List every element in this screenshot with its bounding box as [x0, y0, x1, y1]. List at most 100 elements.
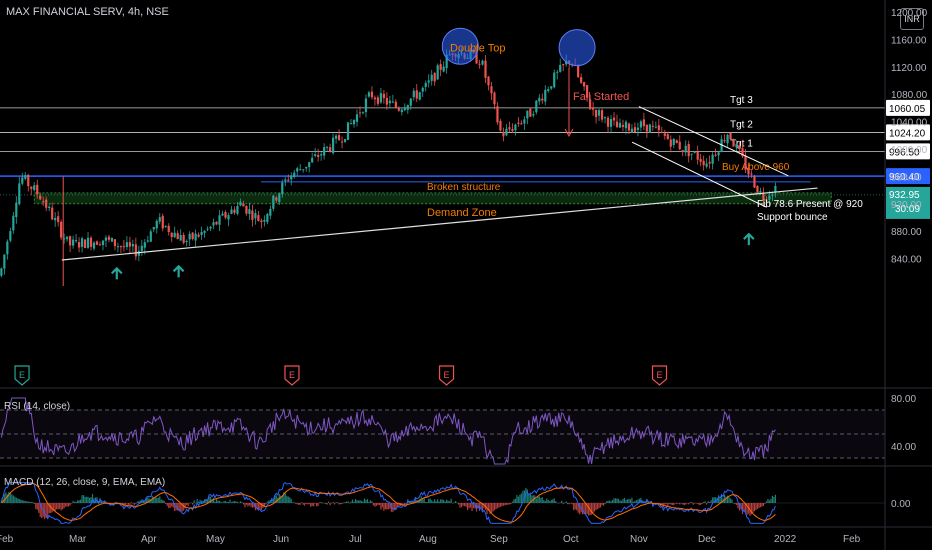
candle-body [179, 235, 182, 241]
macd-hist-bar [383, 503, 385, 511]
macd-hist-bar [743, 503, 745, 512]
candle-body [427, 80, 430, 83]
candle-body [693, 151, 696, 153]
macd-hist-bar [396, 503, 398, 507]
x-tick-label: 2022 [774, 534, 797, 545]
candle-body [774, 185, 777, 193]
candle-body [433, 72, 436, 82]
macd-hist-bar [322, 503, 324, 504]
macd-hist-bar [720, 495, 723, 503]
macd-hist-bar [218, 500, 221, 503]
macd-hist-bar [667, 503, 669, 508]
macd-hist-bar [413, 501, 415, 503]
macd-hist-bar [54, 503, 56, 512]
y-tick-label: 1080.00 [891, 90, 928, 101]
candle-body [209, 226, 212, 229]
macd-hist-bar [634, 500, 636, 503]
macd-hist-bar [289, 497, 291, 503]
candle-body [80, 238, 84, 247]
macd-hist-bar [230, 502, 233, 503]
macd-hist-bar [540, 498, 542, 503]
candle-body [340, 141, 344, 143]
macd-hist-bar [443, 499, 445, 503]
fall-started-label: Fall Started [573, 91, 629, 103]
macd-hist-bar [220, 501, 222, 503]
macd-hist-bar [611, 500, 614, 503]
macd-hist-bar [483, 503, 485, 509]
macd-hist-bar [525, 487, 527, 503]
macd-hist-bar [680, 503, 682, 504]
currency-button[interactable]: INR [900, 8, 924, 30]
macd-hist-bar [556, 502, 558, 504]
candle-body [206, 228, 209, 230]
macd-hist-bar [765, 501, 768, 503]
macd-hist-bar [8, 492, 10, 503]
macd-hist-bar [371, 501, 373, 503]
macd-hist-bar [582, 503, 584, 515]
macd-hist-bar [691, 501, 693, 503]
macd-hist-bar [181, 503, 183, 512]
up-arrow-icon [172, 264, 185, 278]
level-label: Tgt 1 [730, 138, 753, 149]
demand-zone-rect [33, 192, 832, 205]
countdown-label: 30:09 [895, 204, 920, 215]
candle-body [699, 159, 702, 162]
macd-hist-bar [414, 498, 416, 503]
macd-hist-bar [492, 503, 494, 512]
candle-body [203, 230, 206, 233]
macd-hist-bar [50, 503, 52, 514]
candle-body [361, 112, 365, 114]
macd-hist-bar [38, 503, 40, 513]
candle-body [12, 215, 15, 231]
macd-hist-bar [555, 501, 557, 503]
candle-body [654, 126, 657, 128]
candle-body [364, 98, 368, 113]
macd-hist-bar [507, 503, 509, 505]
macd-hist-bar [446, 499, 448, 503]
x-tick-label: May [206, 534, 225, 545]
macd-hist-bar [35, 503, 37, 509]
macd-hist-bar [389, 503, 391, 509]
candle-body [744, 155, 747, 170]
earnings-icon [651, 365, 668, 386]
macd-hist-bar [770, 498, 772, 503]
macd-hist-bar [456, 502, 458, 504]
candle-body [529, 108, 532, 117]
candle-body [547, 89, 550, 91]
macd-hist-bar [330, 503, 333, 504]
candle-body [397, 107, 400, 111]
demand-zone-label: Demand Zone [427, 207, 497, 219]
macd-hist-bar [156, 497, 158, 503]
macd-hist-bar [208, 495, 210, 503]
macd-hist-bar [256, 503, 258, 510]
candle-body [379, 93, 383, 103]
macd-hist-bar [244, 503, 246, 508]
macd-hist-bar [529, 493, 531, 503]
macd-hist-bar [463, 503, 466, 507]
macd-hist-bar [614, 498, 617, 503]
macd-hist-bar [186, 503, 188, 505]
candle-body [92, 242, 96, 249]
macd-hist-bar [695, 503, 697, 504]
candle-body [690, 153, 693, 155]
macd-hist-bar [320, 501, 322, 503]
demand-zone-layer [33, 192, 832, 205]
candle-body [765, 199, 768, 201]
candle-body [559, 64, 562, 72]
macd-hist-bar [307, 503, 309, 505]
macd-hist-bar [360, 500, 363, 503]
candle-body [502, 132, 505, 137]
macd-hist-bar [301, 502, 303, 503]
level-tag-bg [886, 168, 930, 185]
x-tick-label: Nov [630, 534, 648, 545]
macd-hist-bar [221, 502, 224, 503]
candle-body [696, 151, 699, 160]
macd-hist-bar [435, 501, 437, 503]
macd-hist-bar [685, 503, 687, 505]
macd-hist-bar [36, 503, 38, 510]
candle-body [633, 127, 637, 132]
macd-hist-bar [172, 503, 174, 508]
macd-hist-bar [474, 503, 476, 509]
macd-hist-bar [313, 503, 315, 507]
